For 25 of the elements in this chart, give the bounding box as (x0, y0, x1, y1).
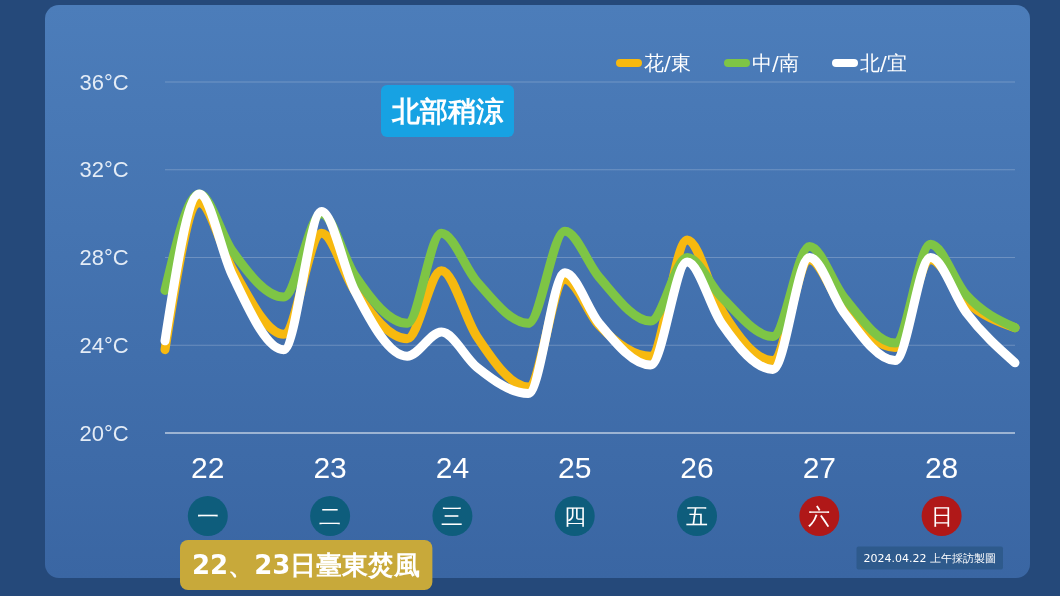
text: 三 (441, 503, 464, 529)
text: 四 (563, 503, 586, 529)
text: 二 (319, 503, 342, 529)
y-tick-label: 20°C (79, 420, 129, 446)
text: 一 (196, 503, 219, 529)
text: 六 (808, 503, 831, 529)
y-tick-label: 28°C (79, 245, 129, 270)
legend-label: 花/東 (644, 51, 691, 75)
legend-label: 北/宜 (860, 51, 907, 75)
text: 2024.04.22 上午採訪製圖 (863, 551, 996, 565)
x-tick-label: 24 (435, 450, 470, 484)
y-tick-label: 32°C (79, 157, 129, 183)
x-tick-label: 25 (558, 450, 592, 484)
text: 日 (930, 503, 953, 529)
text: 五 (686, 503, 709, 529)
text: 22、23日臺東焚風 (192, 550, 421, 580)
x-tick-label: 26 (680, 450, 714, 484)
y-tick-label: 36°C (79, 69, 129, 95)
y-tick-label: 24°C (79, 332, 129, 358)
legend-label: 中/南 (752, 51, 799, 75)
x-tick-label: 23 (313, 450, 347, 484)
x-tick-label: 22 (191, 450, 225, 484)
x-tick-label: 27 (802, 450, 836, 484)
text: 北部稍涼 (391, 94, 504, 128)
x-tick-label: 28 (924, 450, 959, 484)
